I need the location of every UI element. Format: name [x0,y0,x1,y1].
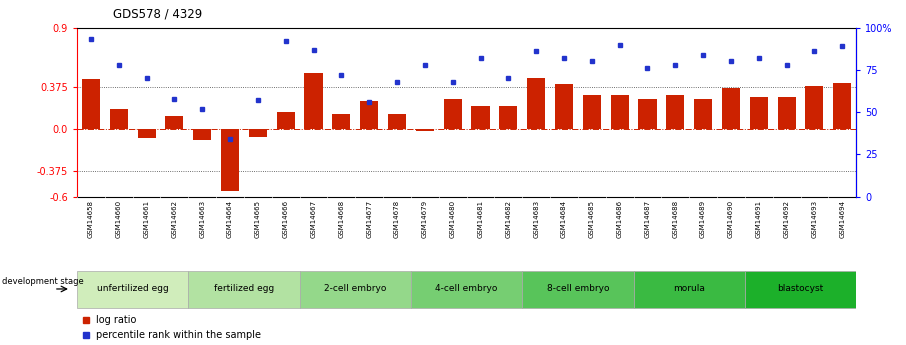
Text: fertilized egg: fertilized egg [214,285,275,294]
Bar [193,129,211,140]
Bar [522,271,633,308]
Text: GSM14658: GSM14658 [88,200,94,238]
Text: 8-cell embryo: 8-cell embryo [546,285,609,294]
Bar [555,84,573,129]
Bar [633,271,745,308]
Text: GSM14666: GSM14666 [283,200,289,238]
Bar [834,83,852,129]
Text: GSM14688: GSM14688 [672,200,679,238]
Text: GSM14660: GSM14660 [116,200,121,238]
Text: unfertilized egg: unfertilized egg [97,285,169,294]
Text: 2-cell embryo: 2-cell embryo [324,285,387,294]
Bar [333,115,351,129]
Bar [166,116,183,129]
Bar [611,95,629,129]
Bar [276,112,294,129]
Text: GSM14667: GSM14667 [311,200,316,238]
Text: GSM14661: GSM14661 [143,200,149,238]
Text: GSM14691: GSM14691 [756,200,762,238]
Bar [138,129,156,138]
Bar [221,129,239,191]
Bar [249,129,267,137]
Text: development stage: development stage [2,277,83,286]
Text: GDS578 / 4329: GDS578 / 4329 [113,8,203,21]
Bar [583,95,601,129]
Bar [361,101,378,129]
Text: GSM14689: GSM14689 [700,200,706,238]
Bar [499,107,517,129]
Bar [77,271,188,308]
Text: GSM14690: GSM14690 [728,200,734,238]
Bar [471,107,489,129]
Text: blastocyst: blastocyst [777,285,824,294]
Bar [110,109,128,129]
Text: percentile rank within the sample: percentile rank within the sample [97,331,262,340]
Bar [188,271,300,308]
Text: GSM14680: GSM14680 [449,200,456,238]
Text: GSM14683: GSM14683 [533,200,539,238]
Bar [722,88,740,129]
Text: 4-cell embryo: 4-cell embryo [436,285,497,294]
Text: GSM14679: GSM14679 [422,200,428,238]
Text: log ratio: log ratio [97,315,137,325]
Bar [694,99,712,129]
Text: GSM14684: GSM14684 [561,200,567,238]
Text: GSM14693: GSM14693 [812,200,817,238]
Text: GSM14682: GSM14682 [506,200,511,238]
Bar [411,271,522,308]
Text: GSM14681: GSM14681 [477,200,484,238]
Bar [82,79,100,129]
Text: GSM14663: GSM14663 [199,200,206,238]
Bar [527,78,545,129]
Bar [300,271,411,308]
Bar [750,98,767,129]
Text: GSM14677: GSM14677 [366,200,372,238]
Bar [444,99,462,129]
Text: GSM14686: GSM14686 [617,200,622,238]
Bar [416,129,434,131]
Text: GSM14692: GSM14692 [784,200,790,238]
Text: morula: morula [673,285,705,294]
Text: GSM14665: GSM14665 [255,200,261,238]
Bar [745,271,856,308]
Bar [777,98,795,129]
Text: GSM14662: GSM14662 [171,200,178,238]
Text: GSM14694: GSM14694 [839,200,845,238]
Text: GSM14668: GSM14668 [338,200,344,238]
Text: GSM14685: GSM14685 [589,200,595,238]
Bar [639,99,657,129]
Text: GSM14664: GSM14664 [227,200,233,238]
Bar [805,86,824,129]
Bar [388,115,406,129]
Text: GSM14678: GSM14678 [394,200,400,238]
Bar [666,95,684,129]
Bar [304,73,323,129]
Text: GSM14687: GSM14687 [644,200,651,238]
